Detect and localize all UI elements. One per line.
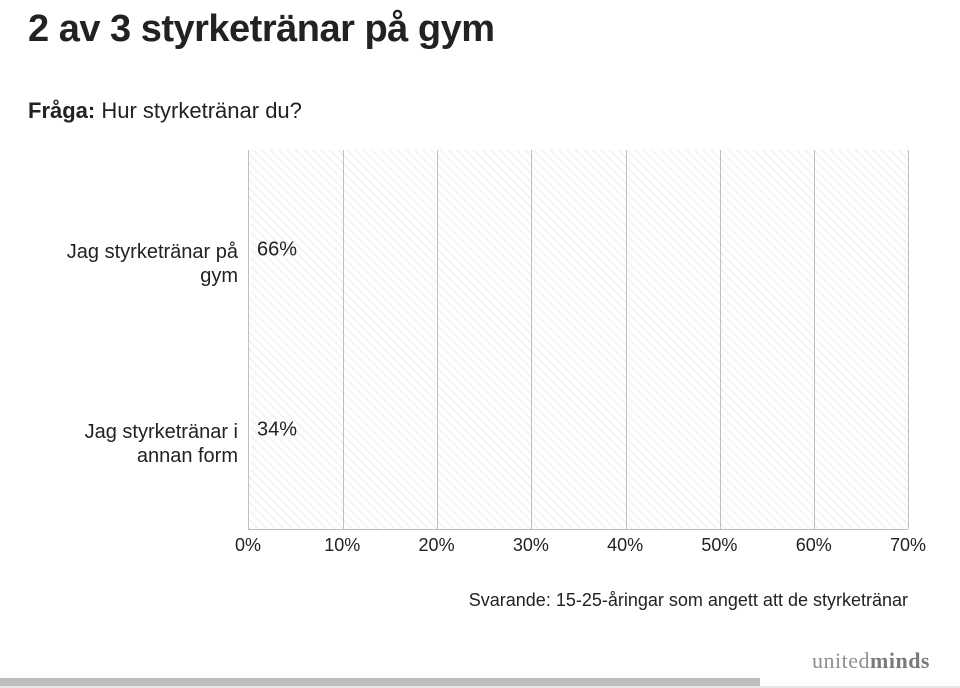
x-tick: 10% xyxy=(324,535,360,556)
gridline xyxy=(720,150,721,529)
gridline xyxy=(908,150,909,529)
category-label: Jag styrketränar på gym xyxy=(28,240,238,288)
slide: 2 av 3 styrketränar på gym Fråga: Hur st… xyxy=(0,0,960,688)
page-title: 2 av 3 styrketränar på gym xyxy=(28,8,495,51)
x-tick: 50% xyxy=(701,535,737,556)
bottom-accent-bar xyxy=(0,678,760,686)
gridline xyxy=(814,150,815,529)
bar-value: 34% xyxy=(257,419,297,442)
question-text: Hur styrketränar du? xyxy=(101,98,302,123)
question-line: Fråga: Hur styrketränar du? xyxy=(28,98,302,124)
logo-text-plain: united xyxy=(812,648,870,673)
category-label: Jag styrketränar i annan form xyxy=(28,420,238,468)
gridline xyxy=(626,150,627,529)
bar xyxy=(249,385,251,475)
x-tick: 20% xyxy=(419,535,455,556)
logo-text-bold: minds xyxy=(870,648,930,673)
gridline xyxy=(437,150,438,529)
gridline xyxy=(531,150,532,529)
bar-chart: Jag styrketränar på gym Jag styrketränar… xyxy=(28,150,908,570)
x-tick: 30% xyxy=(513,535,549,556)
x-tick: 40% xyxy=(607,535,643,556)
logo: unitedminds xyxy=(812,648,930,674)
bar-value: 66% xyxy=(257,239,297,262)
plot-area: 66% 34% xyxy=(248,150,908,530)
gridline xyxy=(343,150,344,529)
x-tick: 0% xyxy=(235,535,261,556)
x-axis-labels: 0% 10% 20% 30% 40% 50% 60% 70% xyxy=(248,535,908,565)
question-label: Fråga: xyxy=(28,98,95,123)
bar xyxy=(249,205,251,295)
x-tick: 60% xyxy=(796,535,832,556)
footnote: Svarande: 15-25-åringar som angett att d… xyxy=(469,590,908,611)
x-tick: 70% xyxy=(890,535,926,556)
